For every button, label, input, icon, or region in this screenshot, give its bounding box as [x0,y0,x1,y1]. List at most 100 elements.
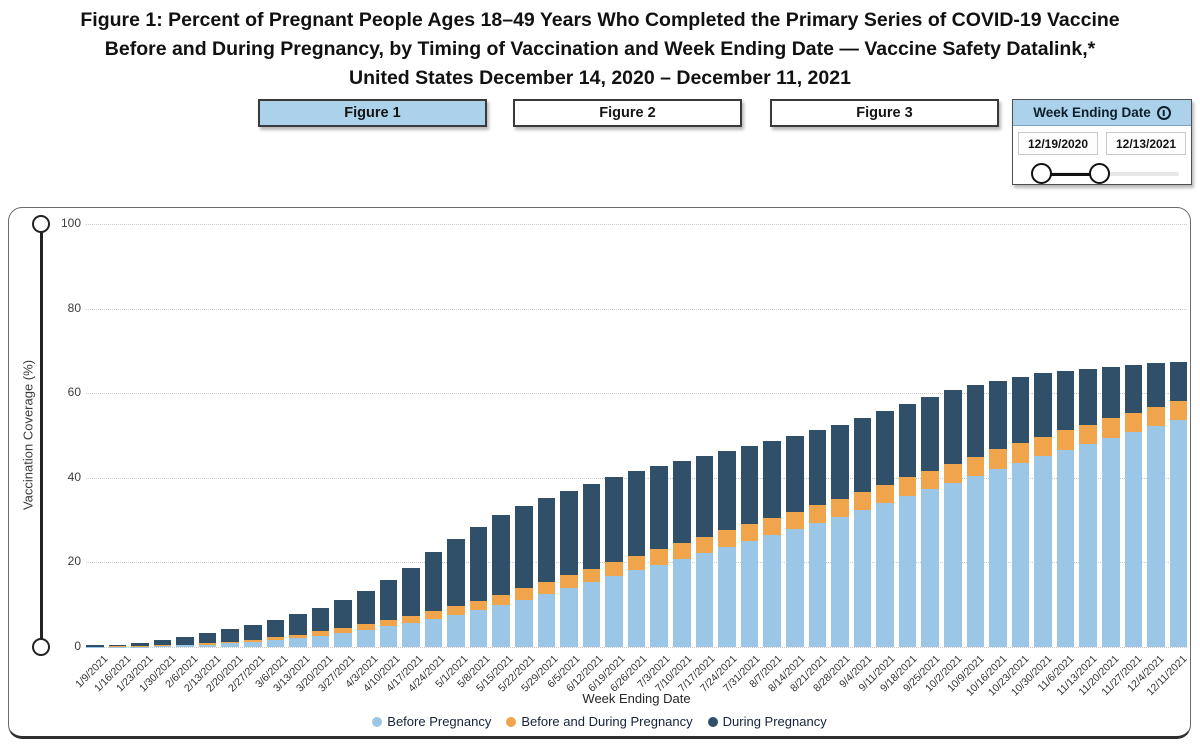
bar-segment-during-pregnancy[interactable] [108,644,127,647]
bar-segment-before-pregnancy[interactable] [198,644,217,647]
bar-2/13/2021[interactable] [198,224,217,647]
bar-10/16/2021[interactable] [989,224,1007,647]
bar-segment-during-pregnancy[interactable] [1102,366,1120,419]
bar-segment-before-pregnancy[interactable] [537,594,556,647]
bar-segment-before-and-during-pregnancy[interactable] [492,594,510,606]
bar-segment-before-pregnancy[interactable] [808,523,827,647]
bar-segment-before-pregnancy[interactable] [244,641,262,647]
bar-12/4/2021[interactable] [1147,224,1165,647]
bar-2/27/2021[interactable] [244,224,262,647]
bar-segment-during-pregnancy[interactable] [831,424,849,499]
bar-segment-before-pregnancy[interactable] [627,570,646,647]
bar-segment-before-and-during-pregnancy[interactable] [650,549,669,565]
bar-segment-during-pregnancy[interactable] [740,446,759,524]
bar-segment-before-and-during-pregnancy[interactable] [966,456,985,476]
bar-segment-during-pregnancy[interactable] [402,567,420,616]
y-axis-slider-bottom-handle[interactable] [32,638,50,656]
bar-5/15/2021[interactable] [492,224,510,647]
bar-segment-before-and-during-pregnancy[interactable] [514,588,533,600]
y-axis-slider-top-handle[interactable] [32,215,50,233]
bar-9/4/2021[interactable] [853,224,872,647]
bar-segment-before-pregnancy[interactable] [673,558,691,647]
bar-7/17/2021[interactable] [695,224,714,647]
bar-segment-before-and-during-pregnancy[interactable] [785,511,804,529]
bar-1/16/2021[interactable] [108,224,127,647]
bar-segment-during-pregnancy[interactable] [560,490,578,576]
bar-1/30/2021[interactable] [153,224,172,647]
bar-segment-before-pregnancy[interactable] [582,582,601,647]
bar-segment-before-pregnancy[interactable] [1102,437,1120,647]
bar-segment-during-pregnancy[interactable] [853,418,872,492]
figure-1-tab-button[interactable]: Figure 1 [258,99,487,127]
bar-6/5/2021[interactable] [560,224,578,647]
bar-11/20/2021[interactable] [1102,224,1120,647]
bar-segment-during-pregnancy[interactable] [514,505,533,589]
bar-segment-before-and-during-pregnancy[interactable] [921,470,939,490]
bar-7/24/2021[interactable] [718,224,736,647]
bar-segment-during-pregnancy[interactable] [1011,376,1030,444]
bar-segment-during-pregnancy[interactable] [876,411,894,486]
bar-4/17/2021[interactable] [402,224,420,647]
bar-segment-during-pregnancy[interactable] [718,450,736,531]
bar-segment-before-and-during-pregnancy[interactable] [1079,424,1098,444]
bar-5/22/2021[interactable] [514,224,533,647]
bar-segment-during-pregnancy[interactable] [244,624,262,640]
bar-7/3/2021[interactable] [650,224,669,647]
bar-segment-during-pregnancy[interactable] [1147,363,1165,407]
bar-segment-before-pregnancy[interactable] [469,610,488,647]
bar-segment-during-pregnancy[interactable] [153,640,172,646]
bar-segment-before-pregnancy[interactable] [492,605,510,647]
bar-segment-before-pregnancy[interactable] [334,632,352,647]
bar-segment-before-pregnancy[interactable] [876,503,894,647]
bar-segment-during-pregnancy[interactable] [989,380,1007,450]
bar-segment-during-pregnancy[interactable] [673,460,691,543]
bar-segment-before-and-during-pregnancy[interactable] [1102,418,1120,438]
bar-segment-before-and-during-pregnancy[interactable] [1011,443,1030,463]
bar-segment-before-and-during-pregnancy[interactable] [1056,430,1075,450]
bar-segment-before-and-during-pregnancy[interactable] [266,637,285,641]
bar-segment-before-and-during-pregnancy[interactable] [176,644,194,646]
bar-segment-before-and-during-pregnancy[interactable] [244,639,262,642]
bar-segment-before-pregnancy[interactable] [379,626,398,647]
bar-8/28/2021[interactable] [831,224,849,647]
bar-segment-before-and-during-pregnancy[interactable] [198,643,217,645]
bar-segment-before-and-during-pregnancy[interactable] [356,624,375,630]
bar-10/9/2021[interactable] [966,224,985,647]
bar-3/13/2021[interactable] [289,224,307,647]
bar-segment-during-pregnancy[interactable] [221,628,240,642]
bar-3/27/2021[interactable] [334,224,352,647]
bar-segment-before-pregnancy[interactable] [831,516,849,647]
bar-segment-before-and-during-pregnancy[interactable] [627,555,646,571]
bar-11/13/2021[interactable] [1079,224,1098,647]
bar-5/29/2021[interactable] [537,224,556,647]
bar-segment-before-pregnancy[interactable] [785,529,804,647]
bar-segment-before-and-during-pregnancy[interactable] [763,517,781,535]
bar-1/23/2021[interactable] [131,224,149,647]
bar-12/11/2021[interactable] [1169,224,1188,647]
bar-6/26/2021[interactable] [627,224,646,647]
bar-segment-before-and-during-pregnancy[interactable] [469,600,488,611]
bar-segment-during-pregnancy[interactable] [356,591,375,625]
bar-9/11/2021[interactable] [876,224,894,647]
bar-segment-during-pregnancy[interactable] [785,436,804,512]
bar-segment-before-pregnancy[interactable] [740,540,759,647]
bar-segment-before-and-during-pregnancy[interactable] [898,477,917,496]
bar-segment-during-pregnancy[interactable] [1056,370,1075,431]
bar-9/25/2021[interactable] [921,224,939,647]
bar-segment-during-pregnancy[interactable] [469,526,488,601]
bar-segment-before-and-during-pregnancy[interactable] [831,498,849,517]
bar-segment-before-pregnancy[interactable] [402,622,420,647]
bar-segment-during-pregnancy[interactable] [176,636,194,645]
bar-8/14/2021[interactable] [785,224,804,647]
bar-10/30/2021[interactable] [1034,224,1052,647]
bar-segment-before-pregnancy[interactable] [1169,420,1188,647]
bar-segment-before-pregnancy[interactable] [943,482,962,647]
date-slider-end-handle[interactable] [1089,163,1110,184]
bar-segment-during-pregnancy[interactable] [1034,373,1052,437]
bar-segment-before-pregnancy[interactable] [605,576,623,647]
bar-segment-before-pregnancy[interactable] [356,629,375,647]
bar-segment-before-and-during-pregnancy[interactable] [334,627,352,633]
bar-segment-before-and-during-pregnancy[interactable] [853,491,872,510]
info-icon[interactable] [1156,105,1171,120]
legend-item-before-and-during-pregnancy[interactable]: Before and During Pregnancy [506,714,693,729]
